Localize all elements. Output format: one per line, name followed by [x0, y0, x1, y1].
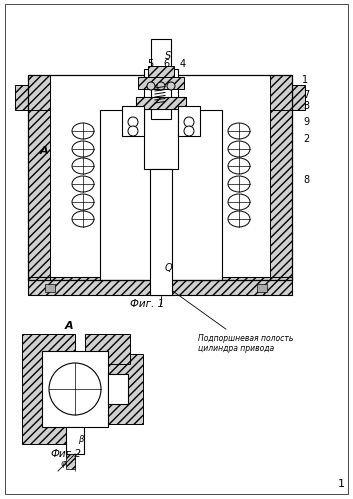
Text: φ: φ [61, 459, 66, 468]
Text: 2: 2 [303, 134, 309, 144]
Bar [66, 454, 75, 469]
Bar [150, 169, 172, 295]
Bar [257, 284, 267, 292]
Ellipse shape [228, 194, 250, 210]
Circle shape [49, 363, 101, 415]
Bar [28, 75, 292, 280]
Bar [45, 284, 55, 292]
Bar [136, 97, 186, 109]
Text: 3: 3 [303, 101, 309, 111]
Ellipse shape [228, 176, 250, 192]
Bar [28, 75, 50, 110]
Text: 8: 8 [303, 175, 309, 185]
Circle shape [167, 82, 175, 90]
Ellipse shape [72, 123, 94, 139]
Bar [100, 110, 222, 280]
Text: Фиг.2: Фиг.2 [50, 449, 81, 459]
Ellipse shape [72, 158, 94, 174]
Ellipse shape [72, 176, 94, 192]
Text: A: A [65, 321, 74, 331]
Ellipse shape [228, 158, 250, 174]
Circle shape [157, 82, 165, 90]
Text: A: A [40, 146, 49, 156]
Bar [270, 75, 292, 110]
Bar [85, 334, 130, 364]
Bar [108, 374, 128, 404]
Text: Фиг. 1: Фиг. 1 [130, 299, 164, 309]
Bar [270, 110, 292, 280]
Ellipse shape [72, 141, 94, 157]
Text: β: β [78, 435, 83, 444]
Bar [136, 97, 186, 109]
Bar [22, 334, 75, 444]
Text: S: S [165, 51, 171, 61]
Text: 7: 7 [303, 90, 309, 100]
Ellipse shape [228, 211, 250, 227]
Bar [15, 85, 28, 110]
Circle shape [184, 126, 194, 136]
Bar [148, 66, 174, 81]
Bar [28, 110, 50, 280]
Bar [122, 106, 144, 136]
Ellipse shape [228, 123, 250, 139]
Circle shape [128, 117, 138, 127]
Bar [108, 354, 143, 424]
Bar [178, 106, 200, 136]
Ellipse shape [72, 211, 94, 227]
Circle shape [128, 126, 138, 136]
Text: 6: 6 [163, 59, 169, 69]
Bar [292, 85, 305, 110]
Bar [138, 77, 184, 89]
Text: Q: Q [165, 263, 173, 273]
Bar [28, 277, 292, 295]
Text: 1: 1 [338, 479, 345, 489]
Bar [144, 69, 178, 169]
Circle shape [184, 117, 194, 127]
Text: 4: 4 [180, 59, 186, 69]
Text: Подпоршневая полость
цилиндра привода: Подпоршневая полость цилиндра привода [172, 290, 293, 353]
Text: 5: 5 [147, 59, 153, 69]
Ellipse shape [72, 194, 94, 210]
Ellipse shape [228, 141, 250, 157]
Bar [66, 427, 84, 454]
Circle shape [147, 82, 155, 90]
Text: 1: 1 [302, 75, 308, 85]
Bar [42, 351, 108, 427]
Bar [28, 277, 292, 295]
Bar [151, 39, 171, 119]
Text: 9: 9 [303, 117, 309, 127]
